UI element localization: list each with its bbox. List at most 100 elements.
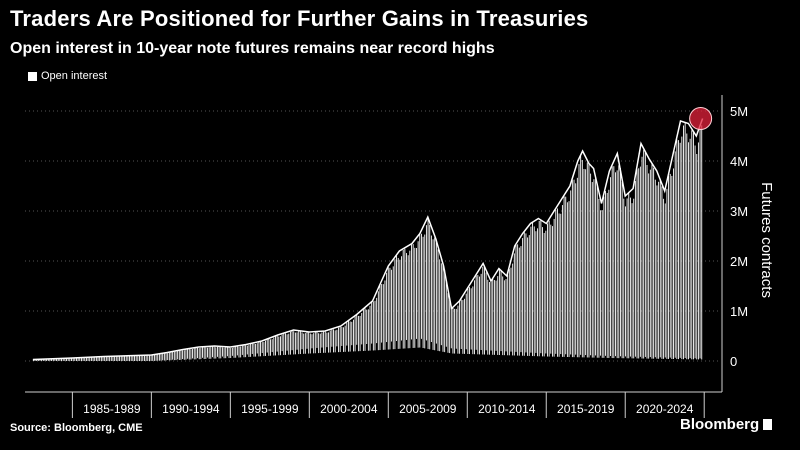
bar [85, 357, 87, 361]
bar [628, 193, 630, 359]
bar [198, 348, 200, 360]
bar [177, 351, 179, 360]
chart-legend: Open interest [28, 70, 107, 82]
bar [414, 247, 416, 348]
bar [263, 342, 265, 357]
bar [125, 356, 127, 361]
bar [135, 355, 137, 361]
bar [488, 282, 490, 355]
bar [71, 358, 72, 361]
bar [195, 347, 197, 360]
bar [266, 339, 268, 353]
bar [160, 353, 162, 361]
bar [389, 267, 391, 350]
bar [376, 297, 378, 344]
bar [104, 356, 106, 361]
y-tick-label: 5M [730, 104, 748, 119]
x-tick-label: 1985-1989 [83, 402, 141, 416]
bar [188, 348, 190, 360]
bar [419, 234, 421, 348]
bar [540, 220, 542, 354]
bar [518, 247, 520, 356]
bar [684, 123, 686, 359]
bar [148, 355, 150, 361]
bar [318, 333, 320, 354]
chart-subtitle: Open interest in 10-year note futures re… [10, 40, 495, 57]
bar [162, 353, 164, 361]
bar [631, 203, 633, 359]
bar [470, 288, 472, 350]
bar [207, 347, 208, 358]
bar [552, 226, 553, 357]
bar [303, 333, 305, 354]
bar [105, 356, 107, 361]
bar [490, 281, 492, 351]
bar [407, 255, 409, 349]
bloomberg-icon [763, 419, 773, 430]
bar [427, 217, 429, 349]
bar [268, 338, 270, 356]
bar [416, 248, 417, 339]
bar [64, 358, 66, 361]
bar [205, 347, 207, 359]
x-axis: 1985-1989 1990-1994 1995-1999 2000-2004 2005… [25, 391, 722, 418]
bar [595, 176, 597, 356]
bar [225, 347, 227, 359]
bar [664, 203, 666, 358]
bar [321, 332, 323, 348]
bar [112, 356, 114, 361]
bar [482, 266, 484, 355]
legend-label-open-interest: Open interest [41, 70, 108, 82]
x-tick-label: 2000-2004 [320, 402, 378, 416]
bar [319, 333, 321, 354]
bar [442, 263, 444, 352]
bar [328, 332, 330, 353]
bar [384, 280, 386, 350]
bar [130, 355, 132, 361]
bar [649, 169, 651, 358]
bar [276, 335, 278, 352]
bar [396, 255, 398, 342]
bar [296, 332, 298, 350]
bar [218, 346, 220, 359]
bar [437, 249, 439, 351]
bar [688, 142, 689, 360]
bar [580, 156, 582, 355]
bar [102, 356, 104, 361]
bar [613, 166, 615, 359]
bar [475, 275, 477, 350]
bar [651, 163, 653, 359]
bar [163, 353, 165, 361]
bar [293, 331, 295, 355]
bar [356, 315, 358, 345]
bar [654, 179, 656, 358]
bar [510, 267, 512, 352]
bar [54, 358, 56, 361]
bar [560, 213, 562, 355]
bar [420, 233, 422, 339]
bar [236, 346, 238, 356]
highlight-marker [689, 107, 713, 130]
bar [447, 293, 449, 353]
bar [610, 177, 611, 357]
bar [69, 358, 71, 361]
bar [530, 226, 532, 353]
bar [273, 337, 275, 356]
bar [434, 237, 436, 351]
bar [240, 346, 242, 358]
bar [57, 358, 59, 361]
bar [455, 308, 457, 349]
bar [553, 218, 555, 357]
bar [228, 347, 230, 359]
bar [678, 140, 679, 360]
bar [507, 274, 509, 356]
bar [417, 241, 419, 348]
bar [565, 196, 567, 355]
bar [503, 280, 505, 356]
bar [382, 284, 384, 350]
bar [517, 244, 519, 356]
bar [338, 327, 339, 353]
bar [683, 125, 684, 360]
bar [601, 210, 603, 358]
